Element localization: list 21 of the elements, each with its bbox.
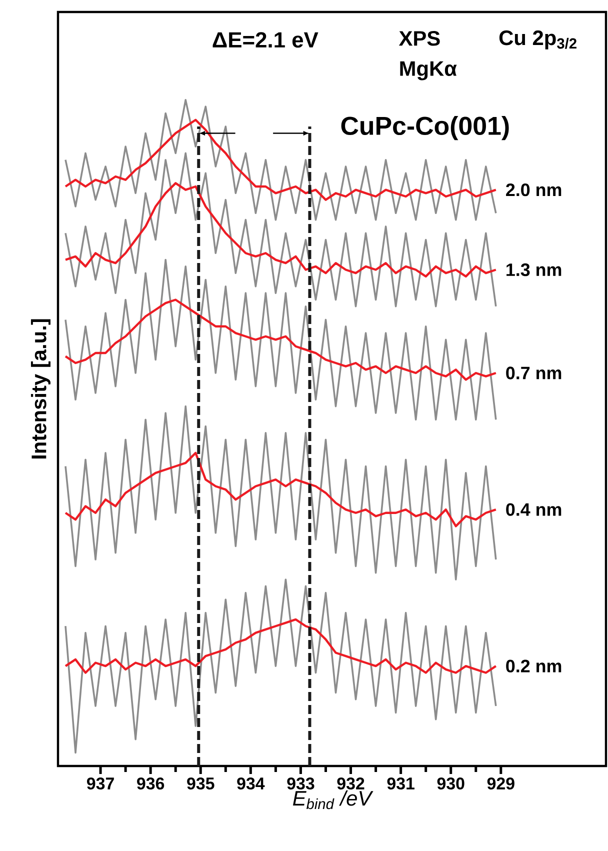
x-tick-label: 936 bbox=[137, 778, 164, 790]
y-axis-title: Intensity [a.u.] bbox=[30, 319, 50, 458]
series-label: 0.7 nm bbox=[506, 366, 562, 380]
text: ΔE=2.1 eV bbox=[212, 32, 318, 48]
series-label: 1.3 nm bbox=[506, 263, 562, 276]
annotation: CuPc-Co(001) bbox=[341, 116, 509, 140]
text: XPS bbox=[398, 30, 440, 46]
series-label: 0.4 nm bbox=[506, 503, 562, 516]
x-tick-label: 933 bbox=[287, 778, 314, 790]
text: MgKα bbox=[400, 61, 457, 80]
x-axis-title: E$_{bind}$ /eV bbox=[292, 790, 374, 810]
x-tick-label: 935 bbox=[187, 778, 214, 790]
x-tick-label: 934 bbox=[237, 778, 265, 790]
x-tick-label: 930 bbox=[437, 778, 464, 790]
series-label: 0.2 nm bbox=[506, 660, 562, 672]
x-tick-label: 931 bbox=[387, 778, 414, 790]
text: Cu 2p$_{3/2}$ bbox=[499, 30, 576, 50]
x-tick-label: 937 bbox=[86, 778, 114, 790]
x-tick-label: 929 bbox=[487, 778, 514, 790]
x-tick-label: 932 bbox=[337, 778, 364, 790]
series-label: 2.0 nm bbox=[506, 183, 562, 196]
